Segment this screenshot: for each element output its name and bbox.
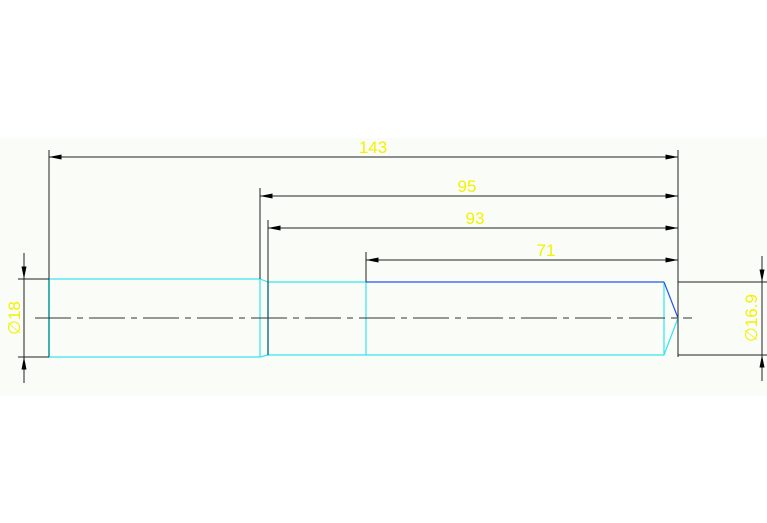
dim-text-95: 95 [458,177,477,196]
dim-text-71: 71 [537,241,556,260]
tip-chamfer-bottom [663,317,679,356]
dim-text-143: 143 [359,138,387,157]
dimension-lines [21,154,765,383]
tip-chamfer-top [663,281,679,319]
dim-text-diameter-18: ∅18 [5,301,24,335]
drawing-canvas [0,138,767,396]
dim-text-93: 93 [466,209,485,228]
dim-text-diameter-16-9: ∅16.9 [742,294,761,342]
